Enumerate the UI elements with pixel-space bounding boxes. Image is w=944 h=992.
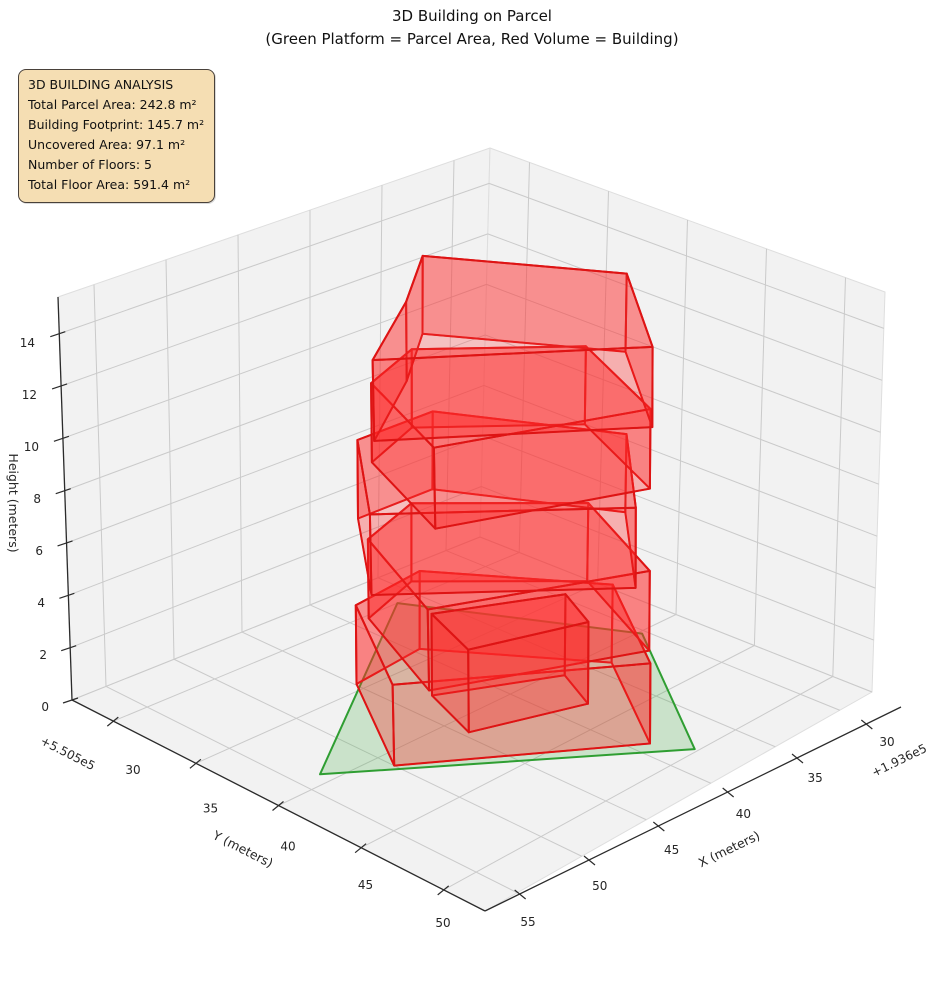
- grid-line-y-wall: [832, 277, 846, 677]
- grid-line-x-wall: [377, 185, 383, 578]
- z-axis-spine: [57, 296, 73, 701]
- y-tick-label: 50: [435, 916, 450, 930]
- grid-line-z-left: [64, 334, 486, 492]
- grid-line-y-floor: [360, 645, 755, 849]
- y-tick-label: 45: [358, 878, 373, 892]
- x-tick-mark: [791, 753, 804, 764]
- y-tick-mark: [272, 801, 284, 811]
- info-box-title: 3D BUILDING ANALYSIS: [28, 77, 174, 92]
- grid-line-x-wall: [237, 234, 243, 633]
- y-tick-mark: [106, 716, 119, 727]
- x-tick-label: 50: [592, 879, 607, 893]
- grid-line-z-right: [479, 536, 873, 693]
- grid-line-y-wall: [597, 191, 609, 584]
- grid-line-y-wall: [675, 219, 688, 615]
- y-axis-offset-text: +5.505e5: [38, 734, 97, 773]
- z-tick-mark: [50, 331, 66, 338]
- grid-line-z-right: [483, 384, 878, 537]
- z-tick-label: 8: [33, 492, 41, 506]
- grid-line-y-wall: [518, 162, 530, 553]
- y-tick-mark: [189, 758, 202, 769]
- z-tick-label: 2: [39, 648, 47, 662]
- z-tick-label: 0: [41, 700, 49, 714]
- y-axis-label: Y (meters): [210, 827, 276, 871]
- grid-line-z-left: [68, 435, 483, 596]
- z-tick-label: 6: [35, 544, 43, 558]
- x-axis-spine: [484, 706, 902, 912]
- building-floor-5-top-face: [371, 254, 654, 362]
- z-tick-label: 12: [22, 388, 37, 402]
- x-tick-label: 35: [808, 771, 823, 785]
- building-floor-4-top-face: [370, 345, 652, 449]
- x-tick-mark: [652, 821, 665, 832]
- x-tick-mark: [860, 719, 873, 730]
- x-tick-label: 40: [736, 807, 751, 821]
- grid-line-z-right: [487, 233, 883, 381]
- x-tick-label: 45: [664, 843, 679, 857]
- building-floor-3-wall: [368, 506, 637, 596]
- grid-line-z-right: [488, 182, 884, 329]
- z-tick-mark: [55, 488, 71, 495]
- grid-line-y-floor: [195, 583, 598, 764]
- grid-line-x-wall: [93, 284, 107, 687]
- y-tick-label: 35: [203, 801, 218, 815]
- grid-line-y-floor: [278, 614, 677, 806]
- chart-title-line2: (Green Platform = Parcel Area, Red Volum…: [265, 30, 679, 48]
- z-tick-label: 14: [20, 336, 35, 350]
- x-tick-label: 55: [520, 915, 535, 929]
- info-box-line: Total Floor Area: 591.4 m²: [28, 177, 191, 192]
- grid-line-z-left: [62, 283, 487, 439]
- z-tick-label: 4: [37, 596, 45, 610]
- info-box-line: Uncovered Area: 97.1 m²: [28, 137, 186, 152]
- info-box-line: Number of Floors: 5: [28, 157, 152, 172]
- z-tick-mark: [59, 592, 75, 599]
- z-tick-mark: [62, 697, 79, 704]
- grid-line-y-floor: [443, 676, 834, 891]
- grid-line-z-left: [59, 182, 490, 335]
- y-tick-mark: [354, 843, 367, 854]
- y-tick-label: 40: [280, 840, 295, 854]
- z-tick-mark: [53, 435, 70, 442]
- y-tick-label: 30: [125, 763, 140, 777]
- grid-line-z-right: [485, 334, 879, 485]
- grid-line-x-wall: [165, 259, 175, 660]
- parcel-platform: [319, 602, 696, 776]
- building-annex-top-face: [430, 593, 590, 651]
- info-box-line: Total Parcel Area: 242.8 m²: [28, 97, 197, 112]
- x-tick-mark: [722, 787, 735, 798]
- scene-3d: 0 2 4 6 8 10 12 14 30 35 40 45 50 30 35 40 45 50 55: [20, 147, 902, 930]
- grid-line-z-right: [482, 435, 876, 589]
- x-tick-mark: [514, 889, 527, 900]
- chart-title-line1: 3D Building on Parcel: [392, 7, 552, 25]
- y-tick-mark: [437, 885, 450, 896]
- x-axis-label: X (meters): [696, 828, 762, 871]
- info-box-line: Building Footprint: 145.7 m²: [28, 117, 205, 132]
- z-tick-mark: [51, 383, 68, 390]
- z-tick-mark: [57, 540, 73, 547]
- building-floor-5-wall: [371, 345, 654, 442]
- z-tick-mark: [60, 645, 77, 652]
- grid-line-y-wall: [753, 248, 767, 646]
- z-tick-label: 10: [24, 440, 39, 454]
- grid-line-z-right: [486, 283, 881, 433]
- building-analysis-info-box: 3D BUILDING ANALYSIS Total Parcel Area: …: [18, 69, 216, 203]
- grid-line-z-left: [66, 384, 485, 544]
- grid-line-z-right: [481, 486, 874, 641]
- chart-title: 3D Building on Parcel (Green Platform = …: [0, 7, 944, 49]
- z-axis-label: Height (meters): [6, 453, 21, 552]
- grid-line-z-left: [60, 233, 488, 387]
- x-tick-mark: [583, 855, 596, 866]
- x-tick-label: 30: [879, 735, 894, 749]
